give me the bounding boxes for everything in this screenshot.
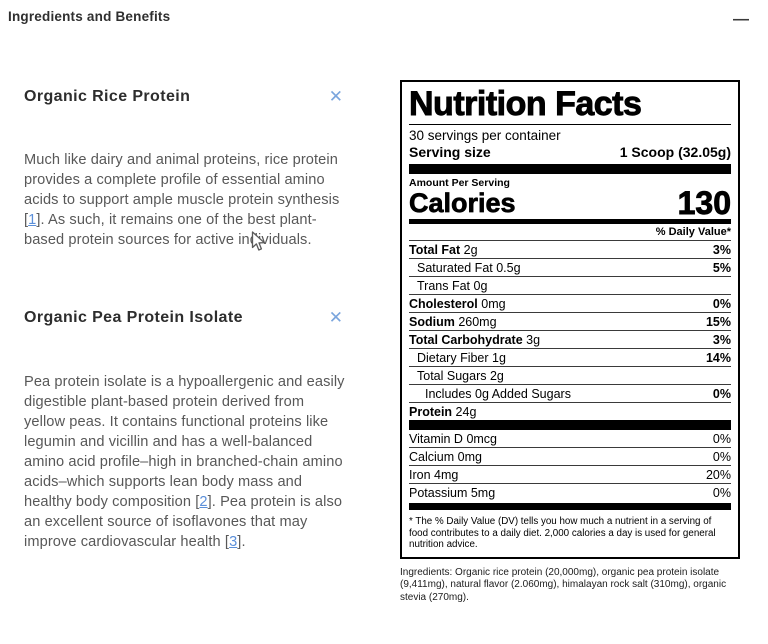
pea-protein-description: Pea protein isolate is a hypoallergenic … (24, 374, 345, 550)
nutrient-row: Total Carbohydrate 3g 3% (409, 330, 731, 348)
serving-size-value: 1 Scoop (32.05g) (619, 144, 731, 160)
nutrient-row: Calcium 0mg 0% (409, 447, 731, 465)
daily-value-footnote: * The % Daily Value (DV) tells you how m… (409, 516, 716, 550)
nutrient-row: Cholesterol 0mg 0% (409, 294, 731, 312)
nutrient-row: Total Sugars 2g (409, 366, 731, 384)
collapse-section-button[interactable]: — (729, 8, 753, 32)
daily-value-header: % Daily Value* (655, 226, 731, 238)
ingredients-benefits-panel: Organic Rice Protein ✕ Much like dairy a… (24, 88, 345, 552)
rice-protein-description: Much like dairy and animal proteins, ric… (24, 152, 340, 248)
nutrient-row: Dietary Fiber 1g 14% (409, 348, 731, 366)
citation-link[interactable]: 2 (199, 494, 208, 510)
close-icon[interactable]: ✕ (328, 308, 343, 327)
servings-per-container: 30 servings per container (409, 128, 561, 143)
ingredients-list-text: Ingredients: Organic rice protein (20,00… (400, 566, 727, 603)
citation-link[interactable]: 3 (229, 534, 238, 550)
section-title-pea-protein: Organic Pea Protein Isolate (24, 309, 243, 326)
citation-link[interactable]: 1 (28, 212, 37, 228)
divider-thick (409, 420, 731, 430)
nutrient-row: Trans Fat 0g (409, 276, 731, 294)
serving-size-row: Serving size 1 Scoop (32.05g) (409, 143, 731, 164)
divider-thick (409, 503, 731, 510)
nutrient-row: Vitamin D 0mcg 0% (409, 431, 731, 446)
nutrient-row: Sodium 260mg 15% (409, 312, 731, 330)
divider-thick (409, 164, 731, 174)
nutrient-row: Potassium 5mg 0% (409, 483, 731, 501)
nutrition-micro-rows: Vitamin D 0mcg 0% Calcium 0mg 0% Iron 4mg 20%… (409, 430, 731, 501)
nutrition-facts-title: Nutrition Facts (409, 85, 731, 125)
page-title: Ingredients and Benefits (8, 9, 171, 24)
amount-per-serving-label: Amount Per Serving (409, 177, 510, 189)
calories-row: Calories 130 (409, 185, 732, 221)
nutrient-row: Iron 4mg 20% (409, 465, 731, 483)
divider-medium (409, 219, 731, 224)
nutrition-facts-label: Nutrition Facts 30 servings per containe… (400, 80, 740, 559)
section-rice-protein-header: Organic Rice Protein ✕ (24, 88, 345, 106)
nutrient-row: Includes 0g Added Sugars 0% (409, 384, 731, 402)
nutrient-row: Protein 24g (409, 402, 731, 420)
section-title-rice-protein: Organic Rice Protein (24, 88, 191, 105)
serving-size-label: Serving size (409, 144, 491, 160)
nutrition-panel: Nutrition Facts 30 servings per containe… (400, 80, 740, 604)
section-pea-protein-header: Organic Pea Protein Isolate ✕ (24, 309, 345, 327)
nutrient-row: Saturated Fat 0.5g 5% (409, 258, 731, 276)
calories-value: 130 (677, 185, 731, 221)
nutrient-row: Total Fat 2g 3% (409, 240, 731, 258)
calories-label: Calories (409, 188, 516, 218)
mouse-cursor-icon (251, 231, 267, 258)
nutrition-macro-rows: Total Fat 2g 3% Saturated Fat 0.5g 5% Trans … (409, 240, 731, 420)
minus-icon: — (733, 11, 749, 28)
close-icon[interactable]: ✕ (328, 87, 343, 106)
